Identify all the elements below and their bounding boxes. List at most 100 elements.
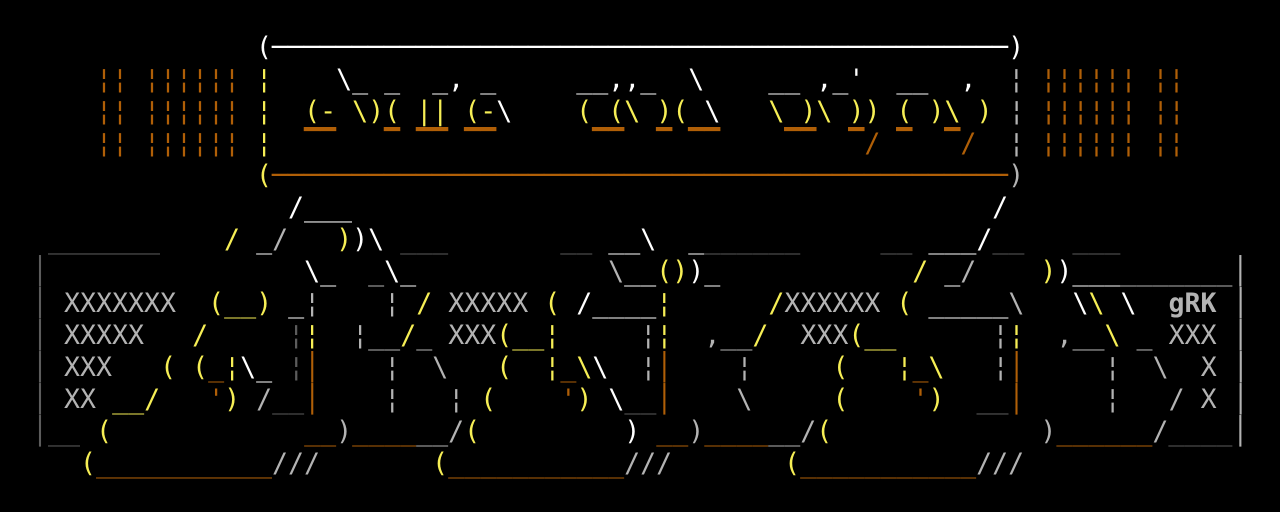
art-run: X (1200, 352, 1217, 383)
art-run: ¦ (288, 320, 305, 351)
art-run: \ (1072, 288, 1089, 319)
art-run: (\ (608, 96, 641, 127)
art-run: ▔▔ (784, 128, 817, 159)
art-run: XXXXXXX (64, 288, 177, 319)
art-run: __ (48, 416, 81, 447)
art-run: __\ (608, 224, 657, 255)
art-run: ( (384, 96, 401, 127)
art-run: _ (912, 352, 929, 383)
art-run: /___ (288, 192, 353, 223)
art-run: XX (64, 384, 97, 415)
art-run: __ (976, 384, 1009, 415)
art-run: ) (336, 224, 353, 255)
art-run: (__) (208, 288, 273, 319)
art-run: ) (1008, 160, 1025, 191)
art-run: ¦¦ (1152, 96, 1185, 127)
art-run: │ (1008, 352, 1025, 383)
art-run: _ (288, 288, 305, 319)
art-run: ) (1040, 256, 1057, 287)
art-run: ────────────────────────────────────────… (272, 160, 1009, 191)
art-run: ' (912, 384, 929, 415)
art-run: /// (976, 448, 1025, 479)
art-row-3: ¦¦ ¦¦¦¦¦¦ ¦ (- \)( || (-\ ( (\ )( \ \ )\… (0, 96, 1185, 128)
art-run: │ (32, 352, 49, 383)
art-run: ( (160, 352, 177, 383)
art-run: / (752, 320, 769, 351)
art-row-9: │ XXXXXXX (__) _¦ ¦ / XXXXX ( /____¦ /XX… (0, 288, 1249, 320)
art-run: ) (976, 96, 993, 127)
art-run: ______ (704, 224, 801, 255)
art-run: _ (256, 224, 273, 255)
art-run: ▔ (656, 128, 673, 159)
art-run: ¦ (1008, 128, 1025, 159)
art-run: ¦ (304, 320, 321, 351)
art-run: │ (304, 384, 321, 415)
art-run: ) (928, 384, 945, 415)
art-run: _ (560, 352, 577, 383)
art-run: ¦ (256, 96, 273, 127)
art-run: ▔/ (848, 128, 881, 159)
art-run: || (416, 96, 449, 127)
art-row-8: │ \_ _\_ \__())_ / _/ ))__________│ (0, 256, 1248, 288)
art-run: ( (256, 32, 273, 63)
art-run: ¦¦¦¦¦¦ (144, 128, 241, 159)
art-run: ___________ (800, 448, 977, 479)
art-run: __ (624, 256, 657, 287)
art-run: _ (1136, 320, 1153, 351)
art-run: __ (880, 224, 913, 255)
art-run: XXXXX (64, 320, 145, 351)
art-run: / (272, 224, 289, 255)
art-run: ¦ (992, 320, 1009, 351)
art-run: ¦¦¦¦¦¦ (144, 64, 241, 95)
art-run: XXX (448, 320, 497, 351)
art-run: ▔▔ (416, 128, 449, 159)
art-run: ______ (1056, 416, 1153, 447)
art-run: ( (784, 448, 801, 479)
art-run: ¦ (384, 384, 401, 415)
art-run: )_ (688, 256, 721, 287)
art-run: ¦ (736, 352, 753, 383)
art-run: \ (496, 96, 513, 127)
art-run: / (960, 256, 977, 287)
art-run: (- (464, 96, 497, 127)
art-run: │ (1232, 384, 1249, 415)
art-run: ( (832, 352, 849, 383)
art-run: / (768, 288, 785, 319)
art-run: /// (624, 448, 673, 479)
art-run: ¦¦ (96, 96, 129, 127)
art-run: ( (896, 96, 913, 127)
art-run: ___ (1120, 256, 1169, 287)
art-run: ___ (1072, 256, 1121, 287)
art-run: │ (1232, 416, 1249, 447)
art-run: \ (928, 352, 945, 383)
art-run: _ (368, 256, 385, 287)
art-run: ▔ (896, 128, 913, 159)
art-run: ) (1040, 416, 1057, 447)
art-run: ────────────────────────────────────────… (272, 32, 1009, 63)
art-run: ) (624, 416, 641, 447)
art-run: / (1152, 416, 1169, 447)
art-run: ¦ (224, 352, 241, 383)
art-run: __ (896, 64, 929, 95)
art-run: │ (1232, 352, 1249, 383)
art-run: _ (944, 256, 961, 287)
art-run: __ (768, 64, 801, 95)
art-run: \ (704, 96, 721, 127)
art-run: (__ (848, 320, 897, 351)
art-run: \ (1104, 320, 1121, 351)
art-run: │ (32, 320, 49, 351)
art-run: ,__ (704, 320, 753, 351)
art-run: / (400, 320, 417, 351)
art-run: __ (304, 416, 337, 447)
art-run: ( (496, 352, 513, 383)
art-run: ) (1056, 256, 1073, 287)
art-run: __ (656, 416, 689, 447)
art-run: ( (80, 448, 97, 479)
art-run: \ (768, 96, 785, 127)
art-run: ¦ (304, 288, 321, 319)
art-run: , (960, 64, 977, 95)
art-run: ) (1008, 32, 1025, 63)
art-run: ¦¦¦¦¦¦ (1040, 64, 1137, 95)
art-run: _ (688, 224, 705, 255)
art-run: ___________ (448, 448, 625, 479)
